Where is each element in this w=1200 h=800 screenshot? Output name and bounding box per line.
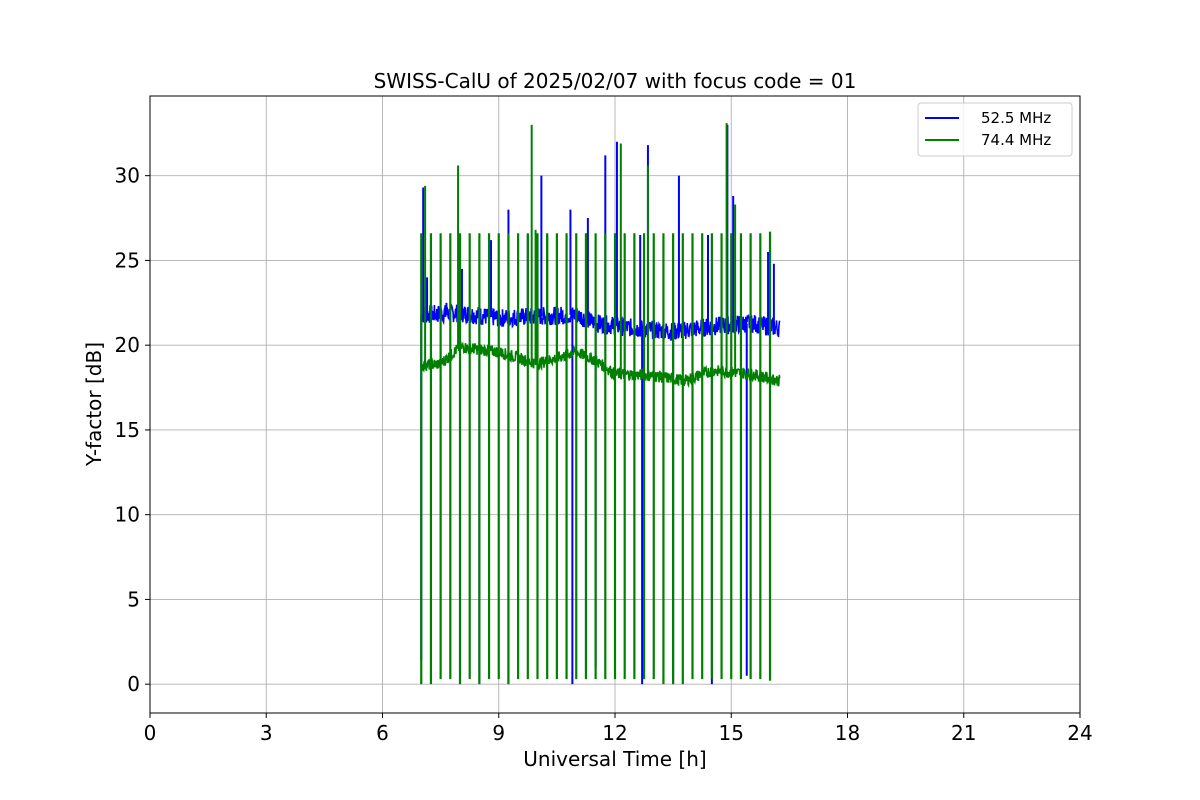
y-tick-label: 30 [115, 164, 140, 188]
x-tick-label: 24 [1067, 721, 1092, 745]
y-tick-label: 5 [127, 587, 140, 611]
series-line-2 [420, 341, 781, 389]
y-tick-label: 10 [115, 503, 140, 527]
x-tick-label: 3 [260, 721, 273, 745]
legend-label-series-2: 74.4 MHz [981, 131, 1051, 149]
y-axis-label: Y-factor [dB] [82, 342, 106, 467]
x-axis-ticks: 0 3 6 9 12 15 18 21 24 [144, 713, 1093, 745]
chart-title: SWISS-CalU of 2025/02/07 with focus code… [374, 69, 857, 93]
legend-box [917, 102, 1073, 157]
y-tick-label: 20 [115, 333, 140, 357]
legend: 52.5 MHz 74.4 MHz [917, 102, 1073, 157]
x-tick-label: 21 [951, 721, 976, 745]
x-axis-label: Universal Time [h] [523, 747, 706, 771]
x-tick-label: 9 [492, 721, 505, 745]
series-2 [420, 123, 781, 685]
y-axis-ticks: 0 5 10 15 20 25 30 [115, 164, 150, 696]
x-tick-label: 0 [144, 721, 157, 745]
legend-label-series-1: 52.5 MHz [981, 109, 1051, 127]
y-tick-label: 25 [115, 248, 140, 272]
x-tick-label: 6 [376, 721, 389, 745]
plot-area [420, 123, 781, 685]
x-tick-label: 18 [835, 721, 860, 745]
x-tick-label: 15 [719, 721, 744, 745]
y-tick-label: 0 [127, 672, 140, 696]
y-tick-label: 15 [115, 418, 140, 442]
x-tick-label: 12 [602, 721, 627, 745]
series-line-1 [420, 302, 781, 341]
